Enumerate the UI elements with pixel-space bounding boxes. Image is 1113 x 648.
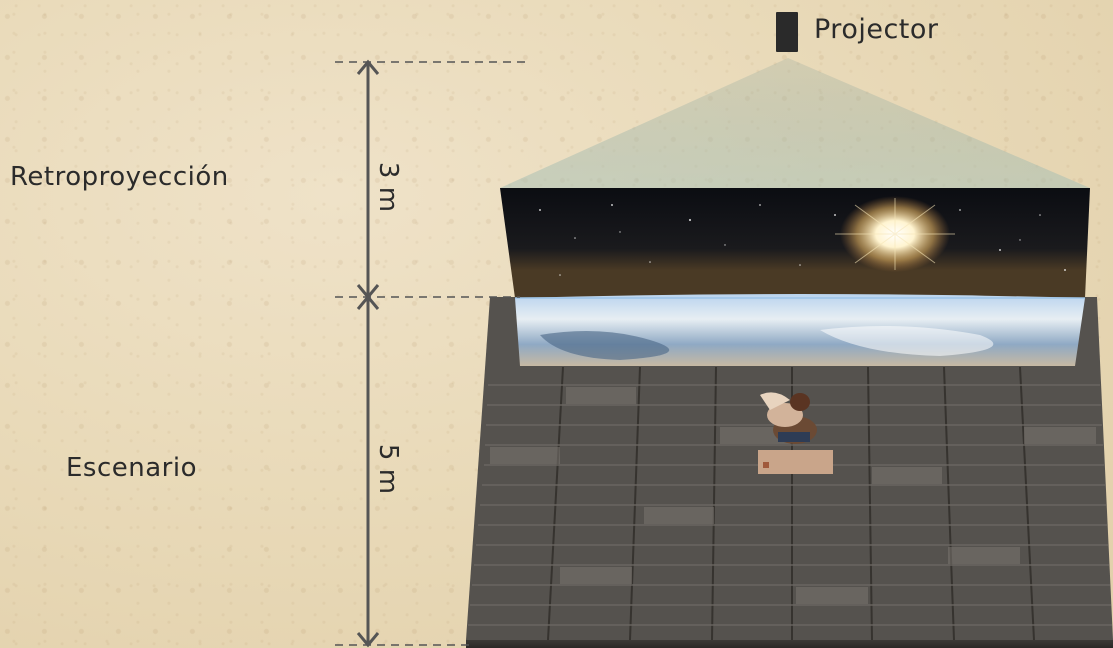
retroproyeccion-label: Retroproyección xyxy=(10,162,229,192)
stage-depth-label: 5 m xyxy=(373,443,404,495)
projector-icon xyxy=(776,12,798,52)
projector-label: Projector xyxy=(814,14,939,45)
projection-beam xyxy=(500,58,1090,188)
screen-height-label: 3 m xyxy=(373,161,404,213)
escenario-label: Escenario xyxy=(66,453,197,483)
dimension-arrow-5m xyxy=(356,294,380,648)
performer-figure xyxy=(758,392,833,474)
projection-screen xyxy=(500,188,1090,366)
